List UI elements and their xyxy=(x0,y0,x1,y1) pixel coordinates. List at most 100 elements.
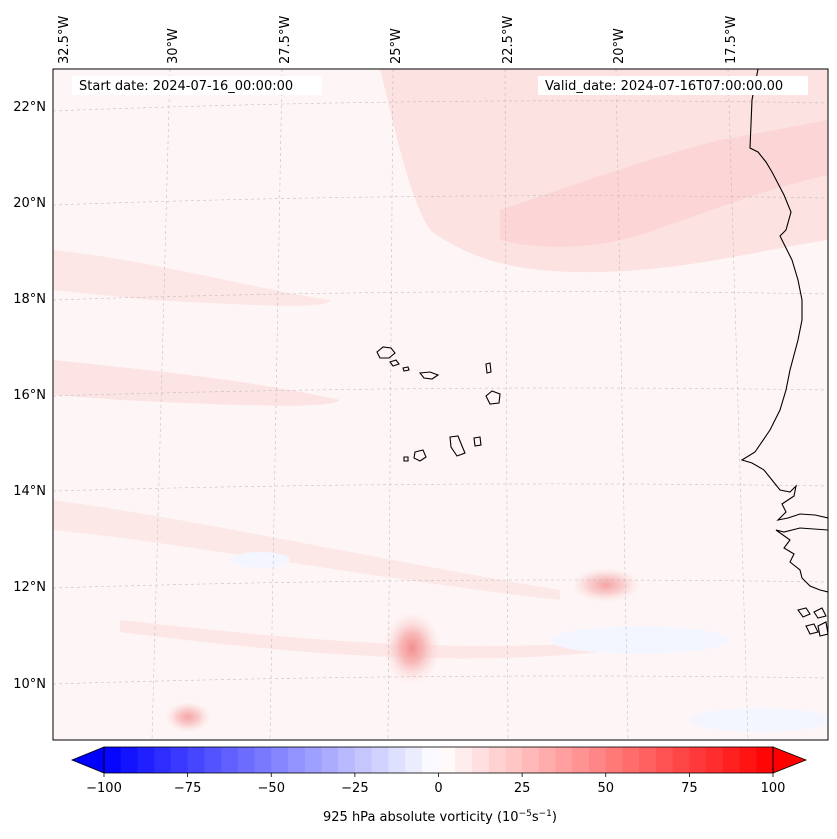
colorbar-cell xyxy=(438,747,456,773)
island-maio xyxy=(473,436,482,447)
lat-label-22n: 22°N xyxy=(13,100,46,115)
negative-vorticity-patch-3 xyxy=(690,708,828,732)
colorbar-tick-label: 75 xyxy=(681,781,698,796)
island-santiago xyxy=(449,435,466,457)
colorbar-cell xyxy=(756,747,774,773)
colorbar-cell xyxy=(104,747,122,773)
colorbar-cell xyxy=(572,747,590,773)
vorticity-streak-south xyxy=(120,620,620,659)
colorbar-cell xyxy=(170,747,189,773)
vorticity-streak-west-2 xyxy=(53,360,340,406)
lat-label-16n: 16°N xyxy=(13,388,46,403)
lon-label-32-5w: 32.5°W xyxy=(57,16,72,64)
west-africa-coastline xyxy=(740,69,828,521)
lat-label-10n: 10°N xyxy=(13,677,46,692)
colorbar-cell xyxy=(589,747,607,773)
island-santo-antao xyxy=(376,346,396,359)
map-frame xyxy=(52,68,829,741)
longitude-labels: 32.5°W 30°W 27.5°W 25°W 22.5°W 20°W 17.5… xyxy=(57,16,739,64)
negative-vorticity-patch-2 xyxy=(230,552,290,568)
island-fogo xyxy=(413,449,427,462)
colorbar-cell xyxy=(455,747,473,773)
colorbar-cell xyxy=(605,747,623,773)
island-santa-luzia xyxy=(402,366,410,372)
colorbar-tick-label: −100 xyxy=(86,781,122,796)
valid-date-box xyxy=(538,76,808,95)
latitude-labels: 22°N 20°N 18°N 16°N 14°N 12°N 10°N xyxy=(13,100,46,692)
valid-date-text: Valid_date: 2024-07-16T07:00:00.00 xyxy=(545,79,783,94)
colorbar-cell xyxy=(120,747,138,773)
colorbar-cell xyxy=(639,747,657,773)
colorbar-cell xyxy=(304,747,322,773)
island-boa-vista xyxy=(485,390,501,405)
colorbar-cell xyxy=(622,747,640,773)
colorbar-cell xyxy=(405,747,423,773)
island-sao-vicente xyxy=(389,359,400,367)
colorbar-ticks: −100 −75 −50 −25 0 25 50 75 100 xyxy=(86,773,785,796)
colorbar-tick-label: 25 xyxy=(514,781,531,796)
colorbar-cell xyxy=(221,747,239,773)
lat-label-20n: 20°N xyxy=(13,196,46,211)
lat-label-12n: 12°N xyxy=(13,580,46,595)
colorbar-cell xyxy=(321,747,339,773)
bissagos-islands xyxy=(797,607,828,637)
cape-verde-islands xyxy=(376,346,501,462)
vorticity-band-northeast xyxy=(380,69,828,273)
colorbar: −100 −75 −50 −25 0 25 50 75 100 925 hPa absolute… xyxy=(70,746,808,825)
colorbar-cell xyxy=(204,747,222,773)
vorticity-band-core xyxy=(500,120,828,247)
colorbar-tick-label: −50 xyxy=(258,781,285,796)
colorbar-cell xyxy=(271,747,289,773)
map-panel xyxy=(53,69,828,740)
senegal-gambia-coast xyxy=(775,527,828,593)
colorbar-cell xyxy=(522,747,540,773)
vortex-maximum-east xyxy=(570,567,642,603)
colorbar-cell xyxy=(187,747,205,773)
colorbar-cell xyxy=(505,747,523,773)
colorbar-cell xyxy=(706,747,724,773)
lon-label-20w: 20°W xyxy=(612,28,627,64)
start-date-text: Start date: 2024-07-16_00:00:00 xyxy=(79,79,293,94)
colorbar-tick-label: −25 xyxy=(341,781,368,796)
negative-vorticity-patch-1 xyxy=(550,626,730,654)
colorbar-cell xyxy=(137,747,155,773)
colorbar-extend-max-arrow xyxy=(772,746,808,774)
lon-label-22-5w: 22.5°W xyxy=(501,16,516,64)
island-sao-nicolau xyxy=(418,371,440,380)
vortex-maximum-south xyxy=(382,610,442,686)
colorbar-cell xyxy=(354,747,373,773)
colorbar-cell xyxy=(655,747,674,773)
lon-label-25w: 25°W xyxy=(389,28,404,64)
colorbar-cell xyxy=(338,747,356,773)
vorticity-streak-west-1 xyxy=(53,250,330,306)
colorbar-extend-min-arrow xyxy=(70,746,105,774)
island-brava xyxy=(403,456,409,462)
colorbar-tick-label: 100 xyxy=(761,781,786,796)
colorbar-tick-label: 50 xyxy=(597,781,614,796)
colorbar-cell xyxy=(739,747,757,773)
colorbar-cell xyxy=(689,747,707,773)
colorbar-cell xyxy=(254,747,272,773)
lat-label-14n: 14°N xyxy=(13,484,46,499)
vortex-maximum-southwest xyxy=(164,701,212,733)
lon-label-17-5w: 17.5°W xyxy=(724,16,739,64)
colorbar-tick-label: −75 xyxy=(174,781,201,796)
colorbar-cell xyxy=(471,747,490,773)
colorbar-cell xyxy=(388,747,406,773)
colorbar-cell xyxy=(287,747,306,773)
colorbar-tick-label: 0 xyxy=(434,781,442,796)
colorbar-cell xyxy=(421,747,440,773)
colorbar-cells xyxy=(104,747,774,773)
colorbar-cell xyxy=(371,747,389,773)
colorbar-cell xyxy=(555,747,573,773)
colorbar-cell xyxy=(722,747,741,773)
colorbar-cell xyxy=(237,747,256,773)
colorbar-cell xyxy=(672,747,690,773)
lat-label-18n: 18°N xyxy=(13,292,46,307)
colorbar-label: 925 hPa absolute vorticity (10−5s−1) xyxy=(323,809,557,825)
lon-label-27-5w: 27.5°W xyxy=(278,16,293,64)
colorbar-cell xyxy=(488,747,506,773)
graticule xyxy=(53,69,828,740)
island-sal xyxy=(485,362,492,374)
